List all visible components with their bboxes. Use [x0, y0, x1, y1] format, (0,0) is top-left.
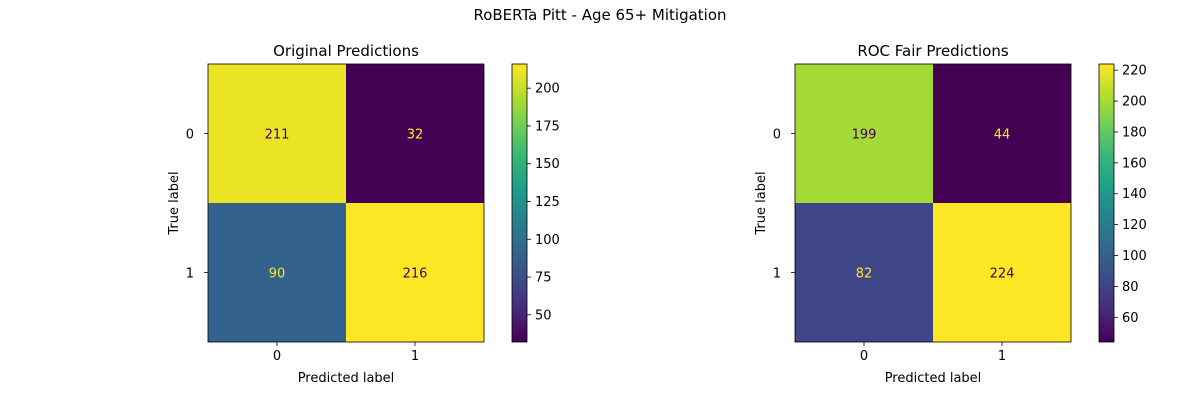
- colorbar-tick-label: 60: [1122, 311, 1139, 326]
- matrix-cell: [933, 203, 1071, 342]
- colorbar-tick-label: 160: [1122, 156, 1147, 171]
- chart-title: Original Predictions: [273, 42, 419, 60]
- x-axis-label: Predicted label: [885, 371, 982, 386]
- matrix-cell: [346, 64, 484, 203]
- chart-title: ROC Fair Predictions: [857, 42, 1009, 60]
- axes-frame: [794, 63, 1072, 343]
- cell-value-label: 224: [990, 267, 1015, 282]
- colorbar-tick-label: 80: [1122, 280, 1139, 295]
- axes-frame: [207, 63, 485, 343]
- colorbar-tick-label: 150: [535, 157, 560, 172]
- cell-value-label: 90: [269, 267, 286, 282]
- colorbar: [511, 63, 528, 343]
- colorbar-tick-label: 220: [1122, 64, 1147, 79]
- cell-value-label: 216: [403, 267, 428, 282]
- y-tick-label: 1: [186, 267, 194, 282]
- y-axis-label: True label: [754, 171, 769, 235]
- colorbar-tick-label: 100: [535, 233, 560, 248]
- cell-value-label: 211: [265, 128, 290, 143]
- colorbar: [1098, 63, 1115, 343]
- matrix-cell: [208, 203, 346, 342]
- cell-value-label: 32: [407, 128, 424, 143]
- x-axis-label: Predicted label: [298, 371, 395, 386]
- colorbar-tick-label: 180: [1122, 125, 1147, 140]
- colorbar-tick-label: 120: [1122, 218, 1147, 233]
- colorbar-tick-label: 75: [535, 271, 552, 286]
- colorbar-tick-label: 175: [535, 119, 560, 134]
- y-tick-label: 0: [186, 128, 194, 143]
- y-tick-label: 1: [773, 267, 781, 282]
- figure-title: RoBERTa Pitt - Age 65+ Mitigation: [473, 6, 726, 24]
- cell-value-label: 44: [994, 128, 1011, 143]
- x-tick-label: 0: [860, 349, 868, 364]
- confusion-matrix-roc-fair: ROC Fair Predictions 199 44 82 224 0 1 0 1 Predic…: [754, 42, 1147, 386]
- colorbar-tick-label: 200: [1122, 95, 1147, 110]
- cell-value-label: 199: [852, 128, 877, 143]
- y-tick-label: 0: [773, 128, 781, 143]
- cell-value-label: 82: [856, 267, 873, 282]
- y-axis-label: True label: [167, 171, 182, 235]
- matrix-cell: [346, 203, 484, 342]
- x-tick-label: 1: [998, 349, 1006, 364]
- colorbar-tick-label: 140: [1122, 187, 1147, 202]
- x-tick-label: 0: [273, 349, 281, 364]
- colorbar-tick-label: 200: [535, 82, 560, 97]
- colorbar-tick-label: 125: [535, 195, 560, 210]
- colorbar-tick-label: 50: [535, 308, 552, 323]
- confusion-matrix-original: Original Predictions 211 32 90 216 0 1 0 1 Predic…: [167, 42, 560, 386]
- matrix-cell: [933, 64, 1071, 203]
- matrix-cell: [795, 203, 933, 342]
- matrix-cell: [795, 64, 933, 203]
- matrix-cell: [208, 64, 346, 203]
- colorbar-tick-label: 100: [1122, 249, 1147, 264]
- x-tick-label: 1: [411, 349, 419, 364]
